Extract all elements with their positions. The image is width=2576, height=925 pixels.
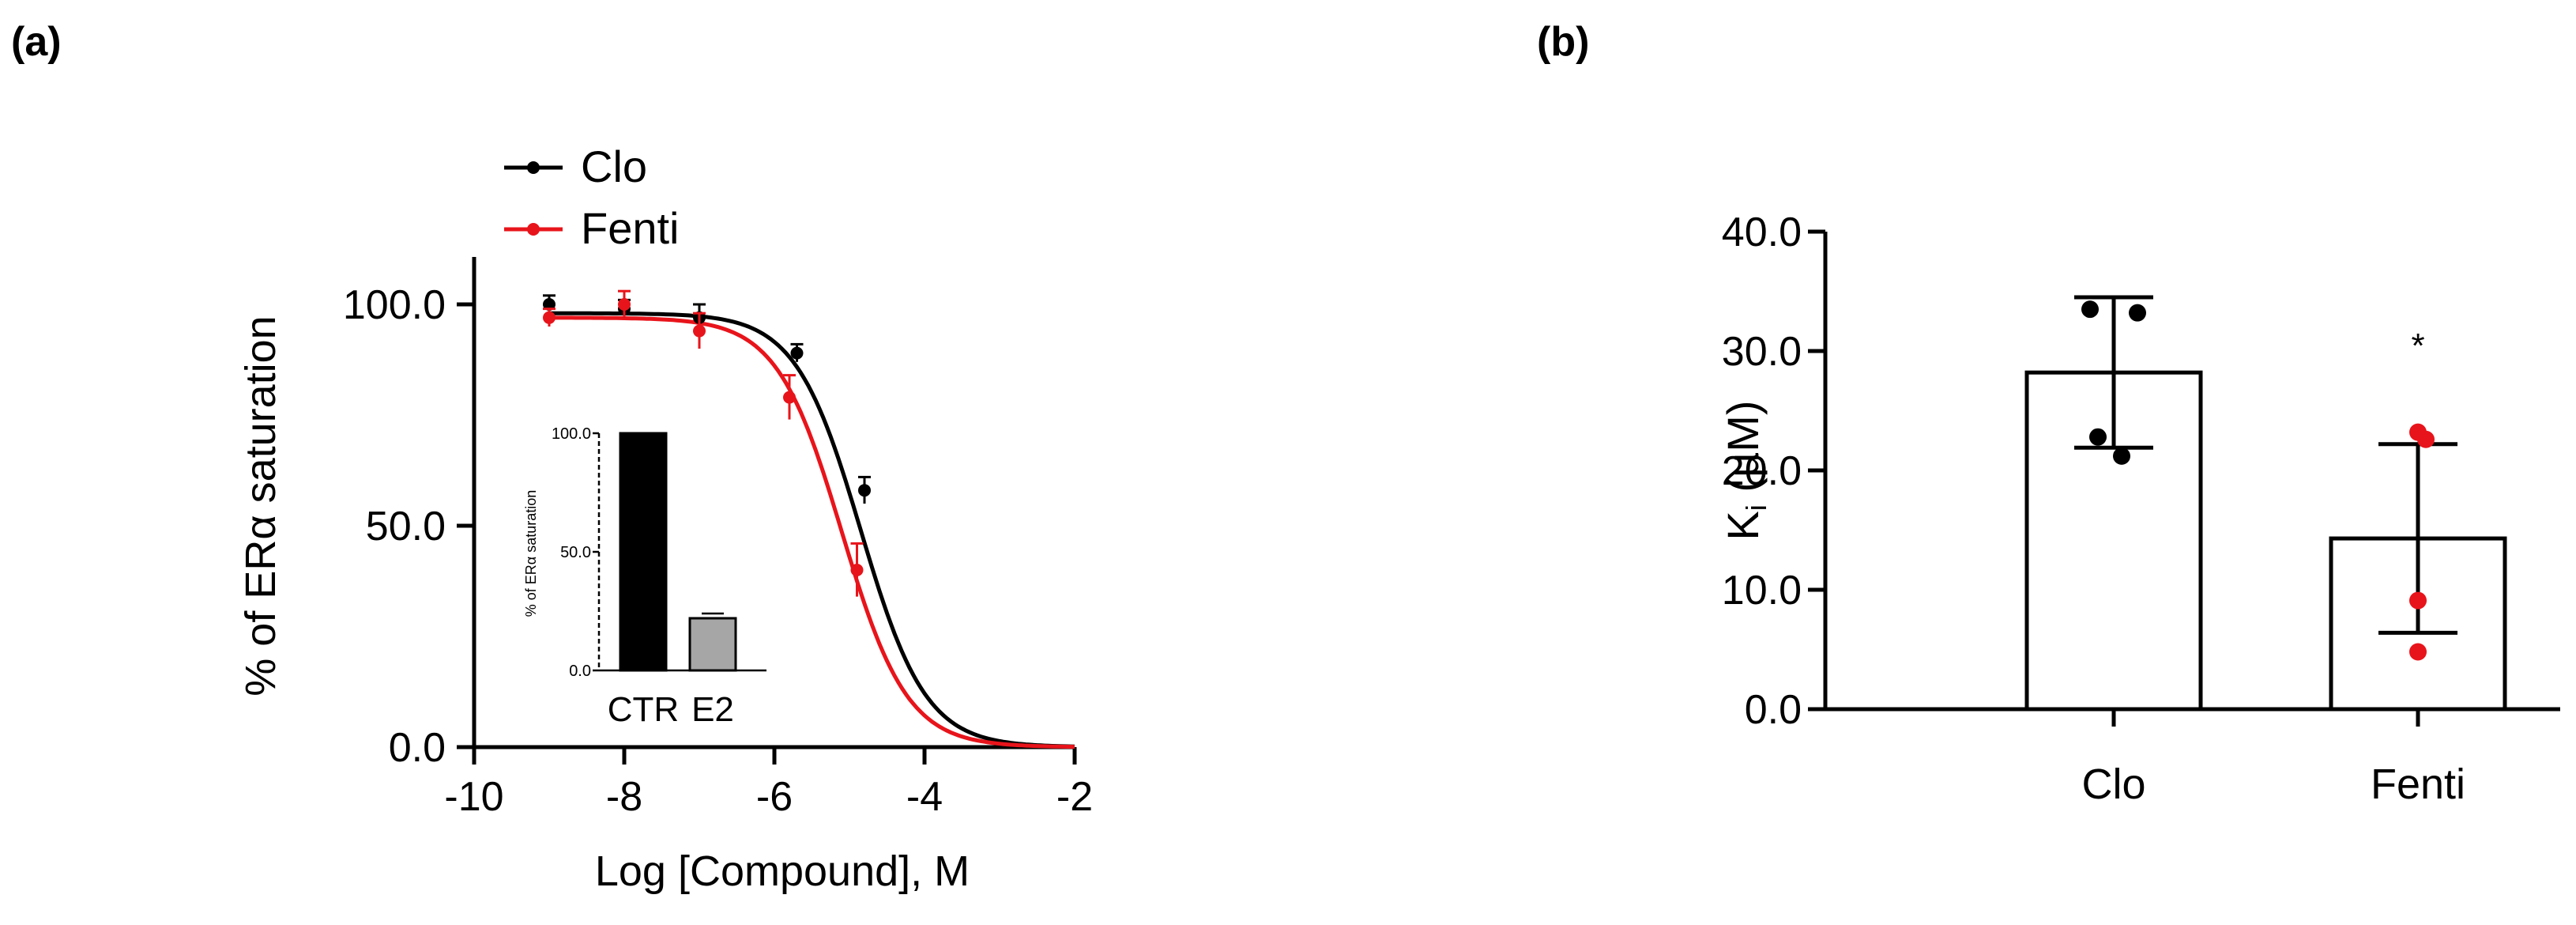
b-y-tick-label: 0.0	[1745, 687, 1802, 733]
b-y-tick-label: 30.0	[1722, 329, 1802, 375]
b-y-tick-label: 20.0	[1722, 448, 1802, 494]
individual-point-clo	[2089, 428, 2107, 446]
data-point-fenti	[783, 391, 796, 404]
individual-point-clo	[2113, 447, 2130, 465]
b-category-label: Fenti	[2371, 761, 2465, 808]
data-point-fenti	[693, 324, 706, 338]
data-point-clo	[790, 346, 804, 360]
x-tick-label: -4	[906, 774, 943, 820]
legend: Clo Fenti	[504, 142, 680, 253]
x-tick-label: -10	[444, 774, 503, 820]
x-tick-label: -2	[1056, 774, 1093, 820]
individual-point-fenti	[2409, 643, 2427, 661]
data-point-clo	[543, 298, 555, 311]
b-y-axis-label: Ki (µM)	[1718, 400, 1772, 540]
b-y-tick-label: 10.0	[1722, 568, 1802, 614]
individual-point-fenti	[2417, 430, 2435, 448]
dose-response-chart: 0.0 50.0 100.0 -10 -8 -6 -4 -2 % of ERα satura…	[237, 142, 1093, 895]
data-point-fenti	[850, 564, 864, 576]
individual-point-clo	[2129, 304, 2146, 322]
data-point-fenti	[543, 311, 555, 324]
panel-a-label: (a)	[11, 19, 62, 65]
legend-fenti-label: Fenti	[581, 203, 680, 253]
individual-point-clo	[2081, 300, 2099, 319]
inset-y-tick-label: 100.0	[552, 425, 591, 443]
legend-clo-marker	[527, 161, 540, 174]
legend-clo-label: Clo	[581, 142, 647, 191]
panel-b-label: (b)	[1537, 19, 1589, 65]
ki-bar-chart: 0.0 10.0 20.0 30.0 40.0 Clo Fenti * Ki (µM)	[1718, 210, 2560, 808]
inset-y-tick-label: 0.0	[569, 663, 591, 680]
b-category-label: Clo	[2081, 761, 2145, 808]
data-point-fenti	[618, 298, 631, 311]
y-axis-label: % of ERα saturation	[237, 315, 284, 696]
significance-asterisk: *	[2411, 327, 2424, 365]
fit-curve-clo	[549, 311, 1075, 749]
individual-point-fenti	[2409, 591, 2427, 610]
dose-response-axes	[472, 257, 1075, 749]
inset-y-tick-label: 50.0	[560, 544, 591, 561]
inset-category-label: CTR	[608, 690, 679, 729]
inset-y-axis-label: % of ERα saturation	[523, 490, 539, 617]
fit-curve-fenti	[549, 315, 1075, 749]
legend-fenti-marker	[527, 223, 540, 236]
b-y-axis-label-main: K	[1718, 511, 1768, 540]
inset-bar-e2	[688, 617, 737, 672]
x-tick-label: -6	[756, 774, 793, 820]
x-axis-label: Log [Compound], M	[595, 848, 970, 895]
x-tick-label: -8	[606, 774, 642, 820]
inset-bar-ctr	[619, 432, 668, 672]
data-point-clo	[858, 484, 871, 497]
y-tick-label: 0.0	[389, 725, 446, 771]
y-tick-label: 100.0	[343, 282, 446, 328]
inset-category-label: E2	[691, 690, 734, 729]
b-y-tick-label: 40.0	[1722, 210, 1802, 255]
y-tick-label: 50.0	[366, 504, 446, 549]
b-y-axis-label-unit: (µM)	[1718, 400, 1768, 504]
inset-bar-chart: 0.0 50.0 100.0 CTR E2 % of ERα saturation	[523, 425, 766, 729]
b-y-axis-label-sub: i	[1740, 504, 1772, 511]
